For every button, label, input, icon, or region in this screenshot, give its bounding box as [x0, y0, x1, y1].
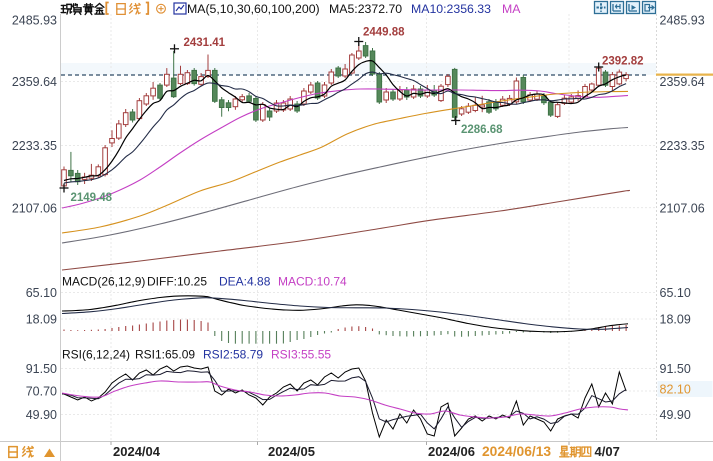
svg-text:49.90: 49.90: [660, 408, 691, 422]
svg-text:RSI1:65.09: RSI1:65.09: [135, 348, 195, 362]
svg-text:DEA:4.88: DEA:4.88: [219, 275, 271, 289]
svg-text:RSI3:55.55: RSI3:55.55: [271, 348, 331, 362]
svg-text:2107.06: 2107.06: [660, 202, 705, 216]
svg-text:MACD:10.74: MACD:10.74: [278, 275, 347, 289]
svg-text:65.10: 65.10: [26, 286, 57, 300]
svg-text:91.50: 91.50: [660, 362, 691, 376]
svg-text:2024/04: 2024/04: [113, 444, 161, 459]
svg-text:RSI(6,12,24): RSI(6,12,24): [62, 348, 130, 362]
svg-text:2359.64: 2359.64: [12, 75, 57, 89]
svg-text:2359.64: 2359.64: [660, 75, 705, 89]
svg-text:82.10: 82.10: [660, 383, 691, 397]
svg-text:MA: MA: [502, 2, 521, 16]
svg-text:MA5:2372.70: MA5:2372.70: [329, 2, 402, 16]
svg-text:2107.06: 2107.06: [12, 202, 57, 216]
svg-text:2449.88: 2449.88: [363, 27, 405, 39]
svg-text:2431.41: 2431.41: [184, 37, 226, 49]
svg-text:MACD(26,12,9): MACD(26,12,9): [62, 275, 145, 289]
svg-text:2485.93: 2485.93: [12, 14, 57, 28]
svg-text:18.09: 18.09: [660, 313, 691, 327]
svg-text:DIFF:10.25: DIFF:10.25: [147, 275, 207, 289]
svg-text:18.09: 18.09: [26, 313, 57, 327]
svg-text:2485.93: 2485.93: [660, 14, 705, 28]
svg-text:2149.48: 2149.48: [71, 192, 113, 204]
svg-text:4/07: 4/07: [595, 444, 620, 459]
svg-text:2286.68: 2286.68: [461, 124, 503, 136]
svg-text:MA(5,10,30,60,100,200): MA(5,10,30,60,100,200): [187, 2, 320, 16]
svg-text:91.50: 91.50: [26, 362, 57, 376]
svg-text:2392.82: 2392.82: [602, 56, 644, 68]
svg-text:MA10:2356.33: MA10:2356.33: [411, 2, 491, 16]
svg-text:2024/06/13: 2024/06/13: [482, 444, 551, 459]
svg-text:2024/06: 2024/06: [428, 444, 475, 459]
svg-text:49.90: 49.90: [26, 408, 57, 422]
svg-text:2233.35: 2233.35: [12, 139, 57, 153]
svg-text:70.70: 70.70: [26, 385, 57, 399]
svg-text:2024/05: 2024/05: [268, 444, 315, 459]
svg-text:65.10: 65.10: [660, 286, 691, 300]
svg-text:2233.35: 2233.35: [660, 139, 705, 153]
svg-text:RSI2:58.79: RSI2:58.79: [203, 348, 263, 362]
